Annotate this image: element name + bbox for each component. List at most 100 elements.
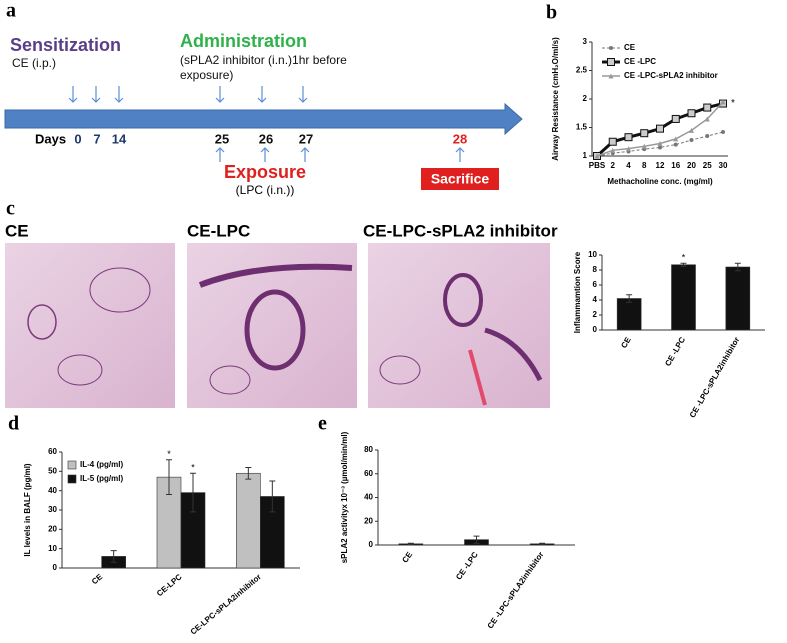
bar (236, 472, 261, 569)
x-tick-label: CE -LPC-sPLA2inhibitor (688, 336, 742, 420)
marker (657, 140, 663, 146)
y-tick-label: 20 (364, 516, 373, 525)
y-tick-label: 40 (48, 486, 57, 495)
error-bar (245, 466, 252, 480)
y-tick-label: 2.5 (576, 66, 588, 75)
marker (704, 116, 710, 122)
sensitization: Sensitization (10, 35, 121, 55)
marker (641, 143, 647, 149)
note: exposure) (180, 68, 233, 82)
marker (703, 103, 712, 112)
marker (689, 127, 694, 133)
x-tick-label: 20 (687, 161, 696, 170)
route: CE (i.p.) (12, 56, 56, 70)
x-axis-label: Methacholine conc. (mg/ml) (607, 177, 713, 186)
x-tick-label: 2 (611, 161, 616, 170)
sacrifice: Sacrifice (431, 171, 490, 187)
x-tick-label: CE (400, 550, 414, 565)
note: (sPLA2 inhibitor (i.n.)1hr before (180, 53, 347, 67)
y-axis-label: Inflammamtion Score (573, 251, 582, 333)
x-tick-label: CE -LPC (663, 335, 687, 367)
day: 26 (259, 131, 273, 146)
marker (689, 138, 694, 143)
bar (671, 264, 696, 331)
days-label: Days (35, 131, 66, 146)
error-bar (539, 542, 546, 545)
legend-swatch (67, 474, 77, 484)
day: 27 (299, 131, 313, 146)
marker (673, 142, 678, 147)
marker (721, 130, 725, 135)
y-tick-label: 4 (593, 295, 598, 304)
y-tick-label: 20 (48, 524, 57, 533)
error-bar (269, 480, 276, 513)
image-title: CE-LPC (187, 221, 250, 240)
route: (LPC (i.n.)) (236, 183, 295, 197)
x-tick-label: CE (90, 572, 105, 586)
y-tick-label: 3 (583, 37, 588, 46)
error-bar (190, 472, 196, 513)
legend-marker (607, 58, 615, 66)
panel-label: e (318, 413, 327, 435)
error-bar (680, 262, 687, 267)
timeline-arrow (4, 102, 523, 136)
image-title: CE-LPC-sPLA2 inhibitor (363, 221, 558, 240)
marker (624, 133, 633, 142)
x-tick-label: CE -LPC (454, 550, 480, 582)
y-tick-label: 50 (48, 466, 57, 475)
histology-images (5, 243, 550, 408)
marker (594, 153, 600, 159)
marker (626, 146, 631, 152)
x-tick-label: 4 (626, 161, 631, 170)
y-tick-label: 0 (593, 325, 598, 334)
marker (640, 129, 649, 138)
panel-label: c (6, 198, 15, 220)
marker (671, 114, 680, 123)
y-tick-label: 8 (593, 265, 598, 274)
error-bar (407, 542, 414, 545)
bar (725, 266, 751, 331)
annotation: * (731, 98, 735, 109)
y-tick-label: 30 (48, 505, 57, 514)
y-tick-label: 0 (53, 563, 58, 572)
marker (673, 136, 679, 142)
error-bar (110, 550, 117, 563)
marker (656, 124, 664, 133)
exposure: Exposure (224, 162, 306, 182)
day: 28 (453, 131, 467, 146)
marker (610, 147, 616, 153)
error-bar (734, 262, 741, 272)
y-tick-label: 6 (593, 280, 598, 289)
legend-marker (609, 46, 613, 50)
y-axis-label: IL levels in BALF (pg/ml) (23, 463, 32, 557)
y-axis-label: sPLA2 activityx 10⁻³ (µmol/min/ml) (340, 431, 349, 563)
error-bar (626, 294, 633, 303)
panel-label: b (546, 2, 557, 24)
image-title: CE (5, 221, 29, 240)
y-tick-label: 80 (364, 445, 373, 454)
marker (608, 137, 617, 146)
x-tick-label: 8 (642, 161, 647, 170)
annotation: * (191, 463, 195, 473)
administration: Administration (180, 31, 307, 51)
legend-label: CE -LPC-sPLA2 inhibitor (624, 71, 718, 80)
y-tick-label: 1 (583, 151, 588, 160)
x-tick-label: CE -LPC-sPLA2inhibitor (486, 550, 546, 630)
panel-label: a (6, 0, 16, 22)
day: 0 (74, 131, 81, 146)
legend-label: IL-5 (pg/ml) (80, 474, 123, 483)
marker (705, 134, 710, 139)
y-tick-label: 40 (364, 493, 373, 502)
y-tick-label: 10 (48, 544, 57, 553)
y-axis-label: Airway Resistance (cmH₂O/ml/s) (551, 37, 560, 161)
x-tick-label: CE-LPC-sPLA2inhibitor (189, 572, 263, 636)
y-tick-label: 0 (369, 540, 374, 549)
y-tick-label: 1.5 (576, 123, 588, 132)
error-bar (166, 459, 172, 496)
x-tick-label: 25 (703, 161, 712, 170)
panel-label: d (8, 413, 19, 435)
legend-label: CE (624, 43, 636, 52)
x-tick-label: 30 (719, 161, 728, 170)
sacrifice-box (421, 168, 499, 190)
